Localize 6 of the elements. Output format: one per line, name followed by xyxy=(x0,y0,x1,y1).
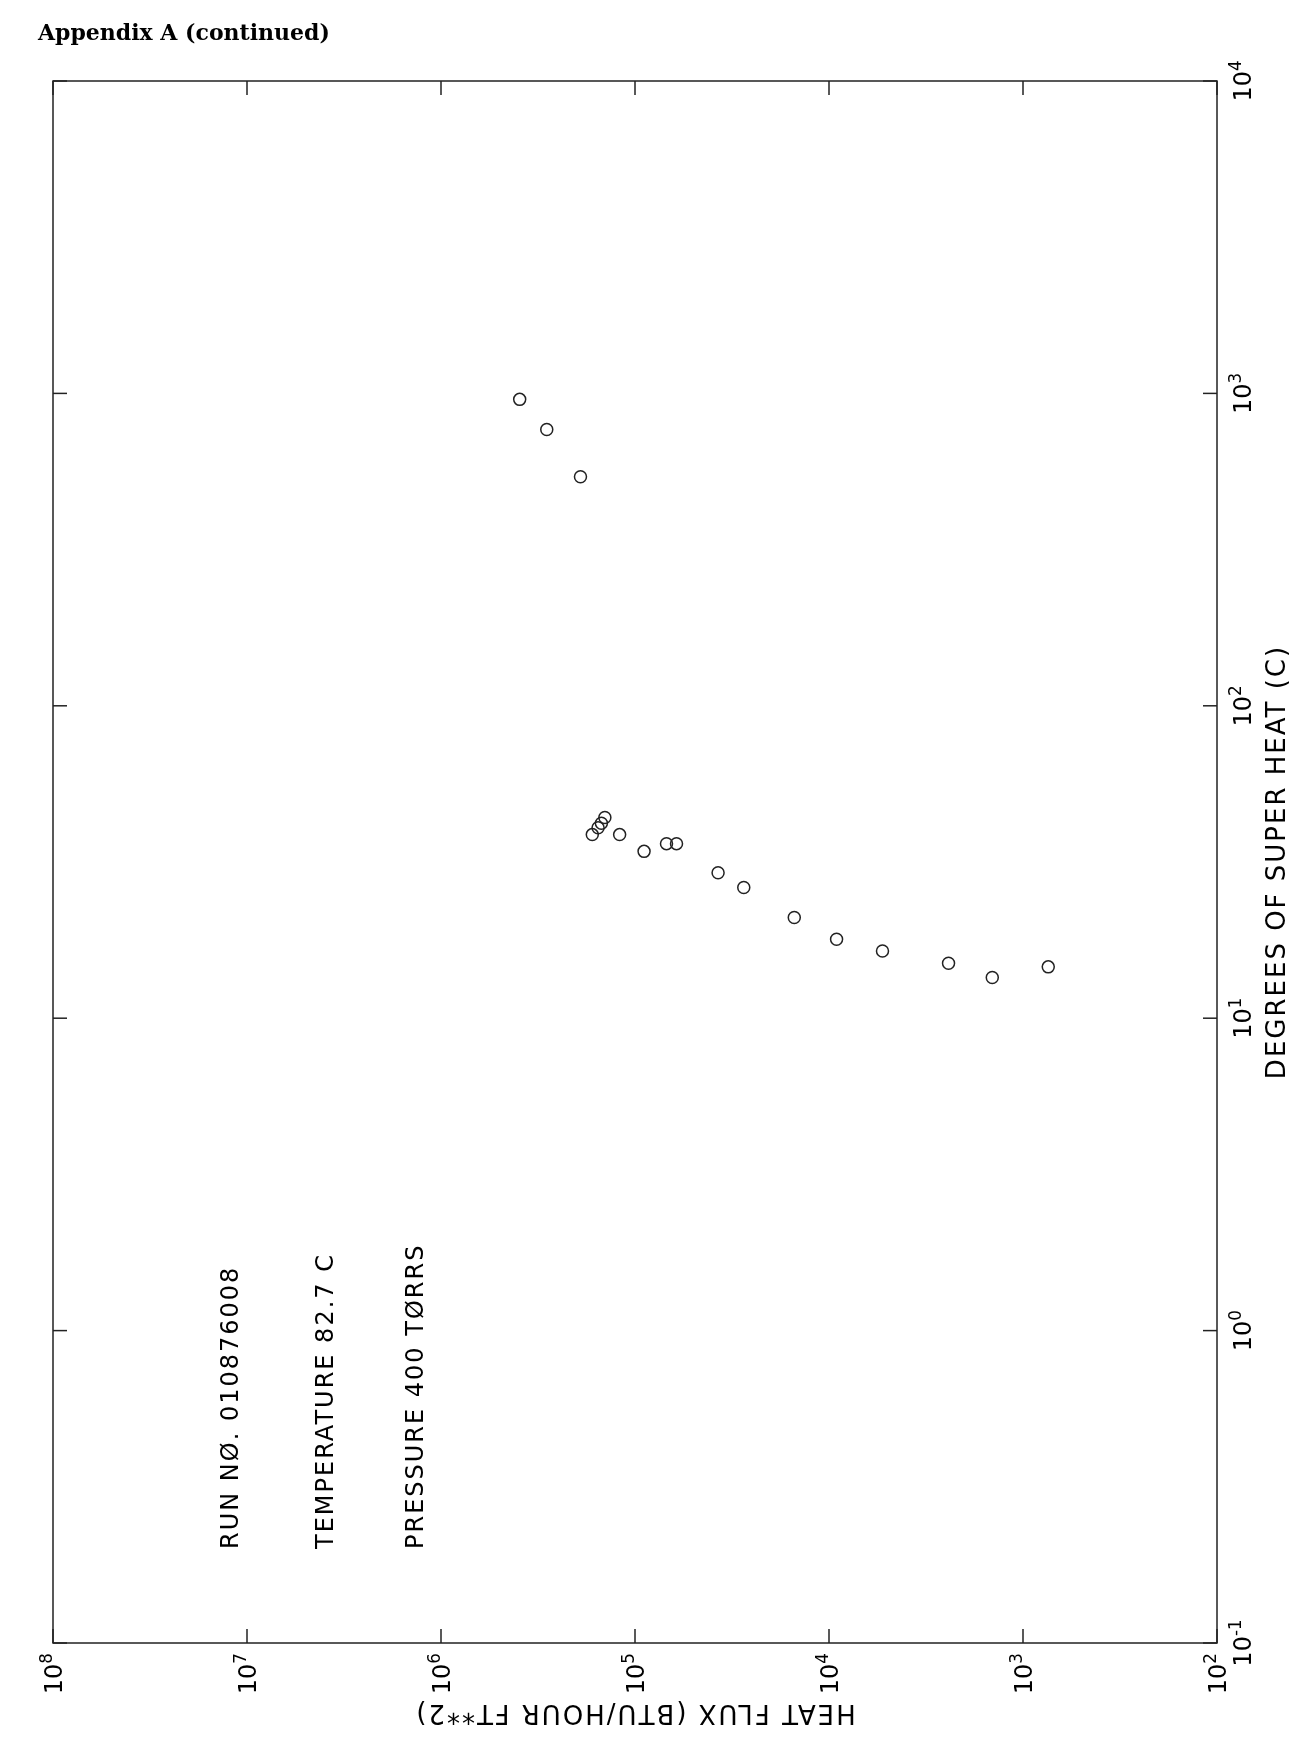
y-axis-title: DEGREES OF SUPER HEAT (C) xyxy=(1261,644,1291,1080)
x-axis-title: HEAT FLUX (BTU/HOUR FT**2) xyxy=(414,1699,856,1729)
annotation: PRESSURE 400 TØRRS xyxy=(401,1243,429,1549)
annotation: TEMPERATURE 82.7 C xyxy=(311,1253,339,1550)
chart-title: Appendix A (continued) xyxy=(37,19,330,45)
annotation: RUN NØ. 010876008 xyxy=(216,1265,244,1549)
